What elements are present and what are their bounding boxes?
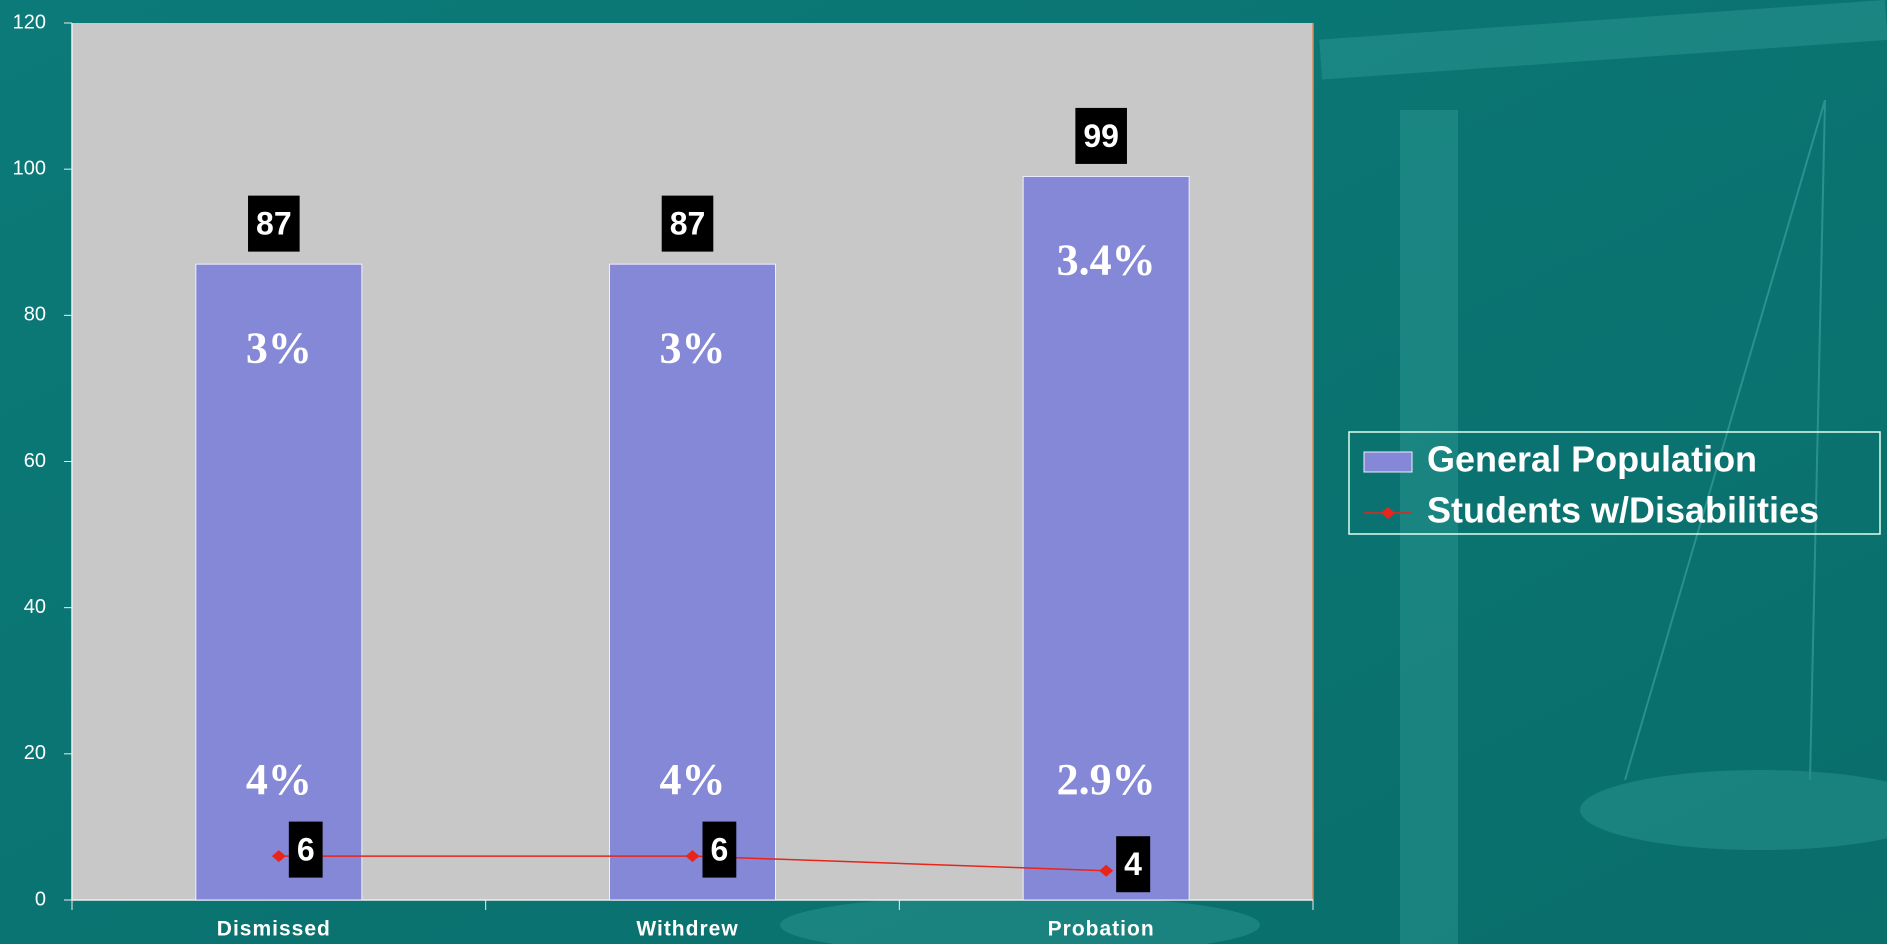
x-tick-label: Probation xyxy=(1048,918,1155,941)
x-tick-label: Dismissed xyxy=(217,918,331,941)
annotation: 4% xyxy=(660,755,726,804)
chart: 0 20 40 60 80 100 120 87 87 99 6 6 4 Dismissed 3% 4% Wit… xyxy=(0,0,1887,944)
annotation: 3% xyxy=(660,323,726,372)
data-label: 87 xyxy=(256,206,292,242)
y-tick-label: 80 xyxy=(24,304,46,326)
legend-label: General Population xyxy=(1427,439,1757,480)
y-tick-label: 20 xyxy=(24,742,46,764)
y-tick-label: 100 xyxy=(13,157,46,179)
annotation: 3% xyxy=(246,323,312,372)
legend-label: Students w/Disabilities xyxy=(1427,490,1819,531)
y-tick-label: 60 xyxy=(24,450,46,472)
y-tick-label: 120 xyxy=(13,11,46,33)
data-label: 4 xyxy=(1124,846,1142,882)
legend-swatch xyxy=(1364,452,1412,472)
annotation: 4% xyxy=(246,755,312,804)
data-label: 6 xyxy=(711,832,729,868)
data-label: 87 xyxy=(670,206,706,242)
y-tick-label: 40 xyxy=(24,596,46,618)
x-tick-label: Withdrew xyxy=(636,918,738,941)
y-tick-label: 0 xyxy=(35,888,46,910)
data-label: 99 xyxy=(1083,118,1119,154)
annotation: 3.4% xyxy=(1057,236,1156,285)
data-label: 6 xyxy=(297,832,315,868)
annotation: 2.9% xyxy=(1057,755,1156,804)
